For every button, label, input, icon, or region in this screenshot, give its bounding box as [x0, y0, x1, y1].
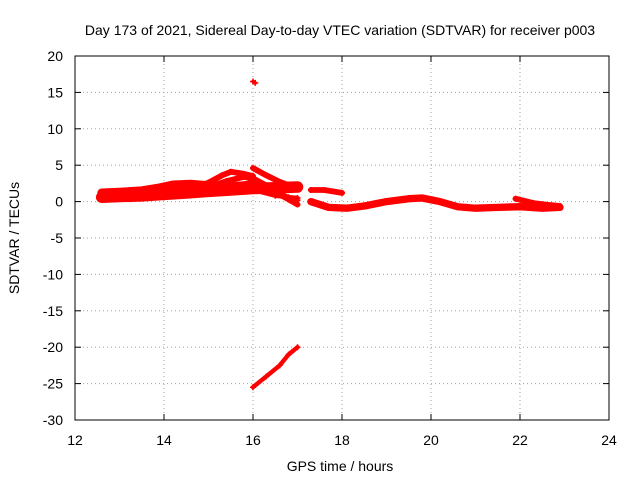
y-tick-label: 0: [55, 194, 63, 210]
series-track-negative: [250, 345, 300, 390]
data-point: [156, 184, 163, 191]
x-tick-label: 16: [245, 432, 261, 448]
data-point: [272, 192, 279, 199]
data-point: [276, 362, 283, 369]
y-tick-label: -20: [43, 339, 63, 355]
x-tick-label: 22: [512, 432, 528, 448]
y-tick-label: 15: [47, 84, 63, 100]
y-tick-label: -10: [43, 266, 63, 282]
y-tick-label: 10: [47, 121, 63, 137]
x-tick-label: 24: [601, 432, 617, 448]
y-tick-label: -15: [43, 303, 63, 319]
data-point: [383, 198, 390, 205]
x-tick-label: 12: [67, 432, 83, 448]
data-point: [361, 202, 368, 209]
data-point: [98, 189, 105, 196]
data-point: [161, 192, 167, 199]
data-point: [252, 79, 259, 86]
data-point: [285, 351, 292, 358]
data-point: [548, 202, 555, 209]
data-point: [250, 384, 256, 391]
y-tick-label: 5: [55, 157, 63, 173]
series-track-right-main: [307, 194, 564, 212]
y-tick-label: -25: [43, 376, 63, 392]
y-tick-label: -30: [43, 412, 63, 428]
x-tick-label: 18: [334, 432, 350, 448]
data-point: [294, 194, 301, 201]
data-point: [321, 186, 328, 193]
data-point: [263, 172, 270, 179]
data-point: [405, 195, 412, 202]
data-point: [250, 175, 256, 182]
x-tick-label: 14: [156, 432, 172, 448]
grid: [75, 56, 609, 420]
y-axis-label: SDTVAR / TECUs: [6, 182, 22, 294]
data-point: [138, 187, 145, 194]
data-point: [250, 165, 256, 172]
data-point: [223, 184, 230, 191]
data-point: [325, 204, 332, 211]
data-point: [530, 200, 537, 207]
data-point: [339, 189, 345, 196]
series-track-main-band: [97, 179, 258, 198]
data-point: [276, 178, 283, 185]
x-tick-label: 20: [423, 432, 439, 448]
y-tick-label: 20: [47, 48, 63, 64]
data-point: [218, 172, 225, 179]
data-point: [307, 186, 314, 193]
data-point: [183, 186, 190, 193]
data-point: [472, 205, 479, 212]
data-point: [263, 373, 270, 380]
data-point: [494, 204, 501, 211]
x-axis-label: GPS time / hours: [287, 458, 394, 474]
data-point: [250, 186, 256, 193]
series-track-fall-a: [250, 165, 301, 192]
data-point: [258, 184, 265, 191]
series-track-rise-b: [205, 173, 256, 190]
x-ticks: 12 14 16 18 20 22 24: [67, 56, 617, 448]
data-point: [223, 178, 230, 185]
data-point: [205, 184, 212, 191]
data-point: [250, 181, 256, 188]
y-tick-label: -5: [51, 230, 64, 246]
data-point: [294, 185, 301, 192]
data-point: [436, 198, 443, 205]
data-point: [557, 202, 564, 209]
data-point: [307, 198, 314, 205]
data-point: [169, 181, 176, 188]
data-series: [95, 78, 564, 391]
data-point: [343, 205, 350, 212]
data-point: [512, 195, 519, 202]
data-point: [241, 173, 248, 180]
data-point: [419, 194, 426, 201]
y-ticks: 20 15 10 5 0 -5 -10 -15 -20 -25 -30: [43, 48, 609, 428]
series-track-right-end: [512, 195, 563, 209]
data-point: [454, 203, 461, 210]
data-point: [294, 344, 301, 351]
data-point: [241, 182, 248, 189]
data-point: [517, 203, 523, 210]
chart-title: Day 173 of 2021, Sidereal Day-to-day VTE…: [85, 22, 595, 38]
data-point: [227, 168, 234, 175]
data-point: [116, 189, 123, 196]
